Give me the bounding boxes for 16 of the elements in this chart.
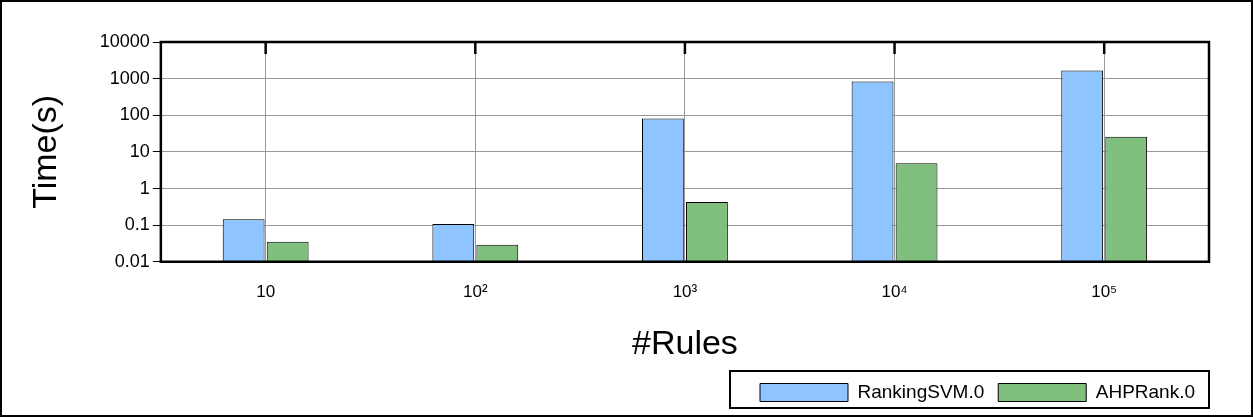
legend-label: RankingSVM.0 [857, 380, 985, 402]
y-tick-label: 100 [119, 104, 150, 125]
y-tick-label: 1000 [109, 67, 150, 88]
y-tick-label: 10 [129, 140, 150, 161]
x-tick-label: 10⁴ [881, 281, 908, 301]
y-tick-label: 1 [139, 177, 150, 198]
y-tick-label: 10000 [99, 30, 150, 51]
y-axis-title: Time(s) [24, 94, 63, 209]
x-tick-label: 10² [463, 281, 488, 301]
y-tick-label: 0.01 [114, 250, 150, 271]
x-tick-label: 10⁵ [1091, 281, 1118, 301]
y-tick-label: 0.1 [124, 214, 150, 235]
x-tick-label: 10 [256, 281, 276, 301]
x-tick-label: 10³ [672, 281, 698, 301]
legend-label: AHPRank.0 [1095, 380, 1196, 402]
x-axis-title: #Rules [632, 322, 738, 361]
